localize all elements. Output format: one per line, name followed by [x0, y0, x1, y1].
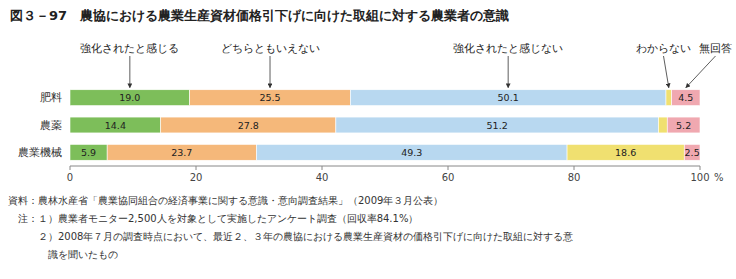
data-label: 23.7 — [171, 147, 192, 158]
bar-segment — [684, 144, 700, 160]
bar-segment — [190, 90, 351, 106]
annotation-arrow — [129, 56, 130, 88]
data-label: 49.3 — [401, 147, 422, 158]
x-tick — [70, 166, 71, 170]
annotation-arrow — [270, 56, 271, 88]
bar-segment — [70, 144, 107, 160]
x-tick-label: 20 — [190, 172, 203, 183]
bar-segment — [107, 144, 256, 160]
note: 識を聞いたもの — [8, 249, 118, 260]
bar-segment — [672, 90, 700, 106]
annotation-arrow — [508, 56, 509, 88]
data-label: 18.6 — [615, 147, 636, 158]
series-label: 無回答 — [699, 42, 732, 54]
bar-segment — [666, 90, 672, 106]
data-label: 14.4 — [105, 120, 126, 131]
chart: 図３－97 農協における農業生産資材価格引下げに向けた取組に対する農業者の意識 1… — [0, 0, 736, 279]
data-label: 5.2 — [676, 120, 691, 131]
note: 資料：農林水産省「農業協同組合の経済事業に関する意識・意向調査結果」（2009年… — [8, 195, 443, 206]
data-label: 25.5 — [259, 92, 280, 103]
x-tick-label: 60 — [442, 172, 455, 183]
bar-segment — [161, 117, 336, 133]
data-labels: 19.0 14.4 5.9 25.5 27.8 23.7 50.1 51.2 49.3 18.6 4… — [81, 92, 700, 158]
x-tick-label: 0 — [67, 172, 73, 183]
x-tick — [196, 166, 197, 170]
series-label: わからない — [636, 42, 691, 54]
category-label: 農薬 — [40, 119, 62, 132]
bar-segment — [70, 90, 190, 106]
data-label: 27.8 — [238, 120, 259, 131]
note: 注：１）農業者モニター2,500人を対象として実施したアンケート調査（回収率84… — [8, 213, 418, 224]
x-tick — [448, 166, 449, 170]
data-label: 4.5 — [678, 92, 693, 103]
bar-segment — [350, 90, 666, 106]
x-tick — [700, 166, 701, 170]
bar-segment — [567, 144, 684, 160]
x-axis-label: % — [714, 172, 724, 183]
x-tick-label: 80 — [568, 172, 581, 183]
category-label: 農業機械 — [18, 146, 62, 159]
x-tick-label: 40 — [316, 172, 329, 183]
data-label: 19.0 — [119, 92, 140, 103]
series-label: 強化されたと感じる — [80, 42, 179, 54]
data-label: 2.5 — [685, 147, 700, 158]
data-label: 50.1 — [498, 92, 519, 103]
bar-segment — [336, 117, 659, 133]
bar-segment — [256, 144, 567, 160]
series-label: どちらともいえない — [221, 42, 320, 54]
x-tick — [574, 166, 575, 170]
data-label: 5.9 — [81, 147, 96, 158]
category-label: 肥料 — [40, 91, 62, 104]
bar-segment — [667, 117, 700, 133]
x-tick — [322, 166, 323, 170]
note: ２）2008年７月の調査時点において、最近２、３年の農協における農業生産資材の価… — [8, 231, 573, 242]
title: 図３－97 農協における農業生産資材価格引下げに向けた取組に対する農業者の意識 — [10, 8, 509, 23]
x-axis-line — [70, 166, 700, 167]
bars — [70, 90, 700, 161]
bar-segment — [658, 117, 667, 133]
data-label: 51.2 — [487, 120, 508, 131]
x-tick-label: 100 — [690, 172, 709, 183]
annotation-arrow — [686, 56, 716, 88]
bar-segment — [70, 117, 161, 133]
annotation-arrow — [664, 56, 669, 88]
series-label: 強化されたと感じない — [453, 42, 563, 54]
